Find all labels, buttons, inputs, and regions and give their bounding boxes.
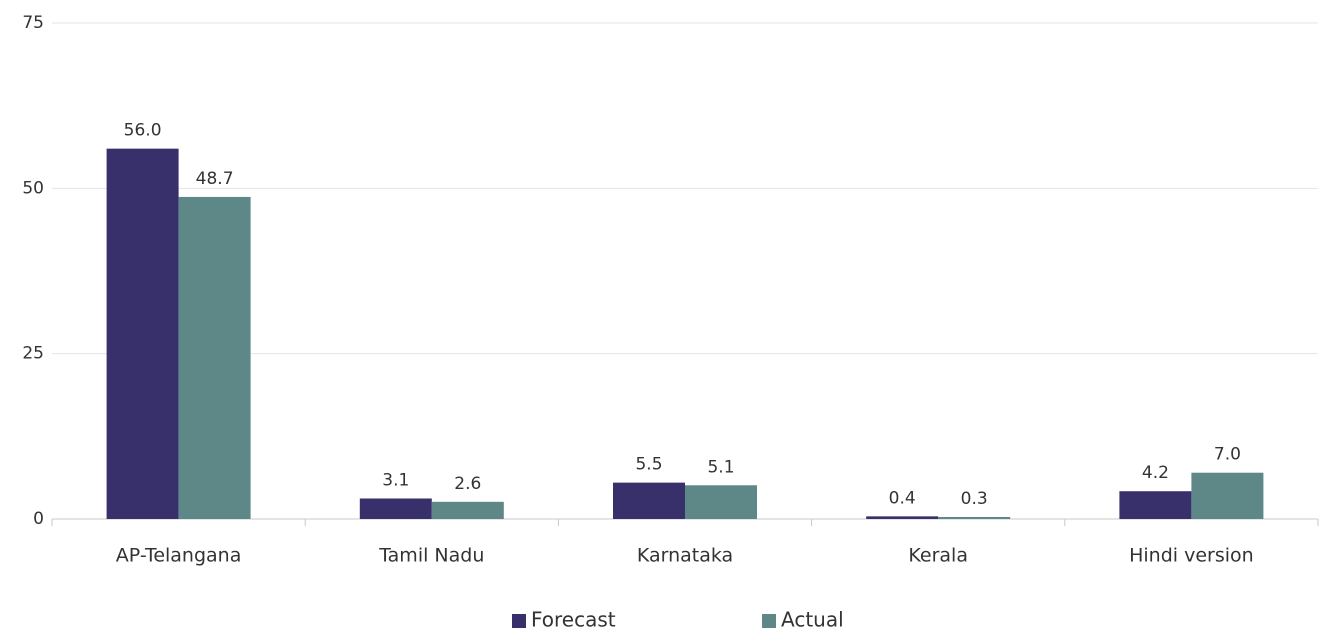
bar <box>866 516 939 519</box>
data-label: 0.4 <box>889 488 916 508</box>
bar <box>685 485 757 519</box>
data-label: 4.2 <box>1142 463 1169 483</box>
bar <box>431 501 504 519</box>
bar <box>359 498 432 519</box>
y-tick-label: 0 <box>33 509 44 529</box>
y-tick-label: 50 <box>22 178 44 198</box>
data-label: 2.6 <box>454 474 481 494</box>
legend-label: Forecast <box>531 608 616 630</box>
data-label: 0.3 <box>961 489 988 509</box>
data-label: 5.1 <box>707 457 734 477</box>
bar <box>178 196 251 519</box>
bar <box>613 482 685 519</box>
x-tick-label: AP-Telangana <box>116 545 242 567</box>
bar <box>106 148 179 520</box>
x-tick-label: Kerala <box>908 545 968 567</box>
legend-swatch <box>762 614 776 628</box>
bar <box>1119 491 1192 519</box>
legend-swatch <box>512 614 526 628</box>
legend-label: Actual <box>781 608 844 630</box>
data-label: 7.0 <box>1214 445 1241 465</box>
data-label: 5.5 <box>635 455 662 475</box>
data-label: 56.0 <box>124 121 162 141</box>
y-tick-label: 25 <box>22 344 44 364</box>
y-tick-label: 75 <box>22 13 44 33</box>
bar <box>1191 472 1264 519</box>
x-tick-label: Tamil Nadu <box>378 545 484 567</box>
bar <box>938 517 1011 519</box>
x-tick-label: Hindi version <box>1129 545 1254 567</box>
data-label: 3.1 <box>382 470 409 490</box>
x-tick-label: Karnataka <box>637 545 733 567</box>
data-label: 48.7 <box>196 169 234 189</box>
